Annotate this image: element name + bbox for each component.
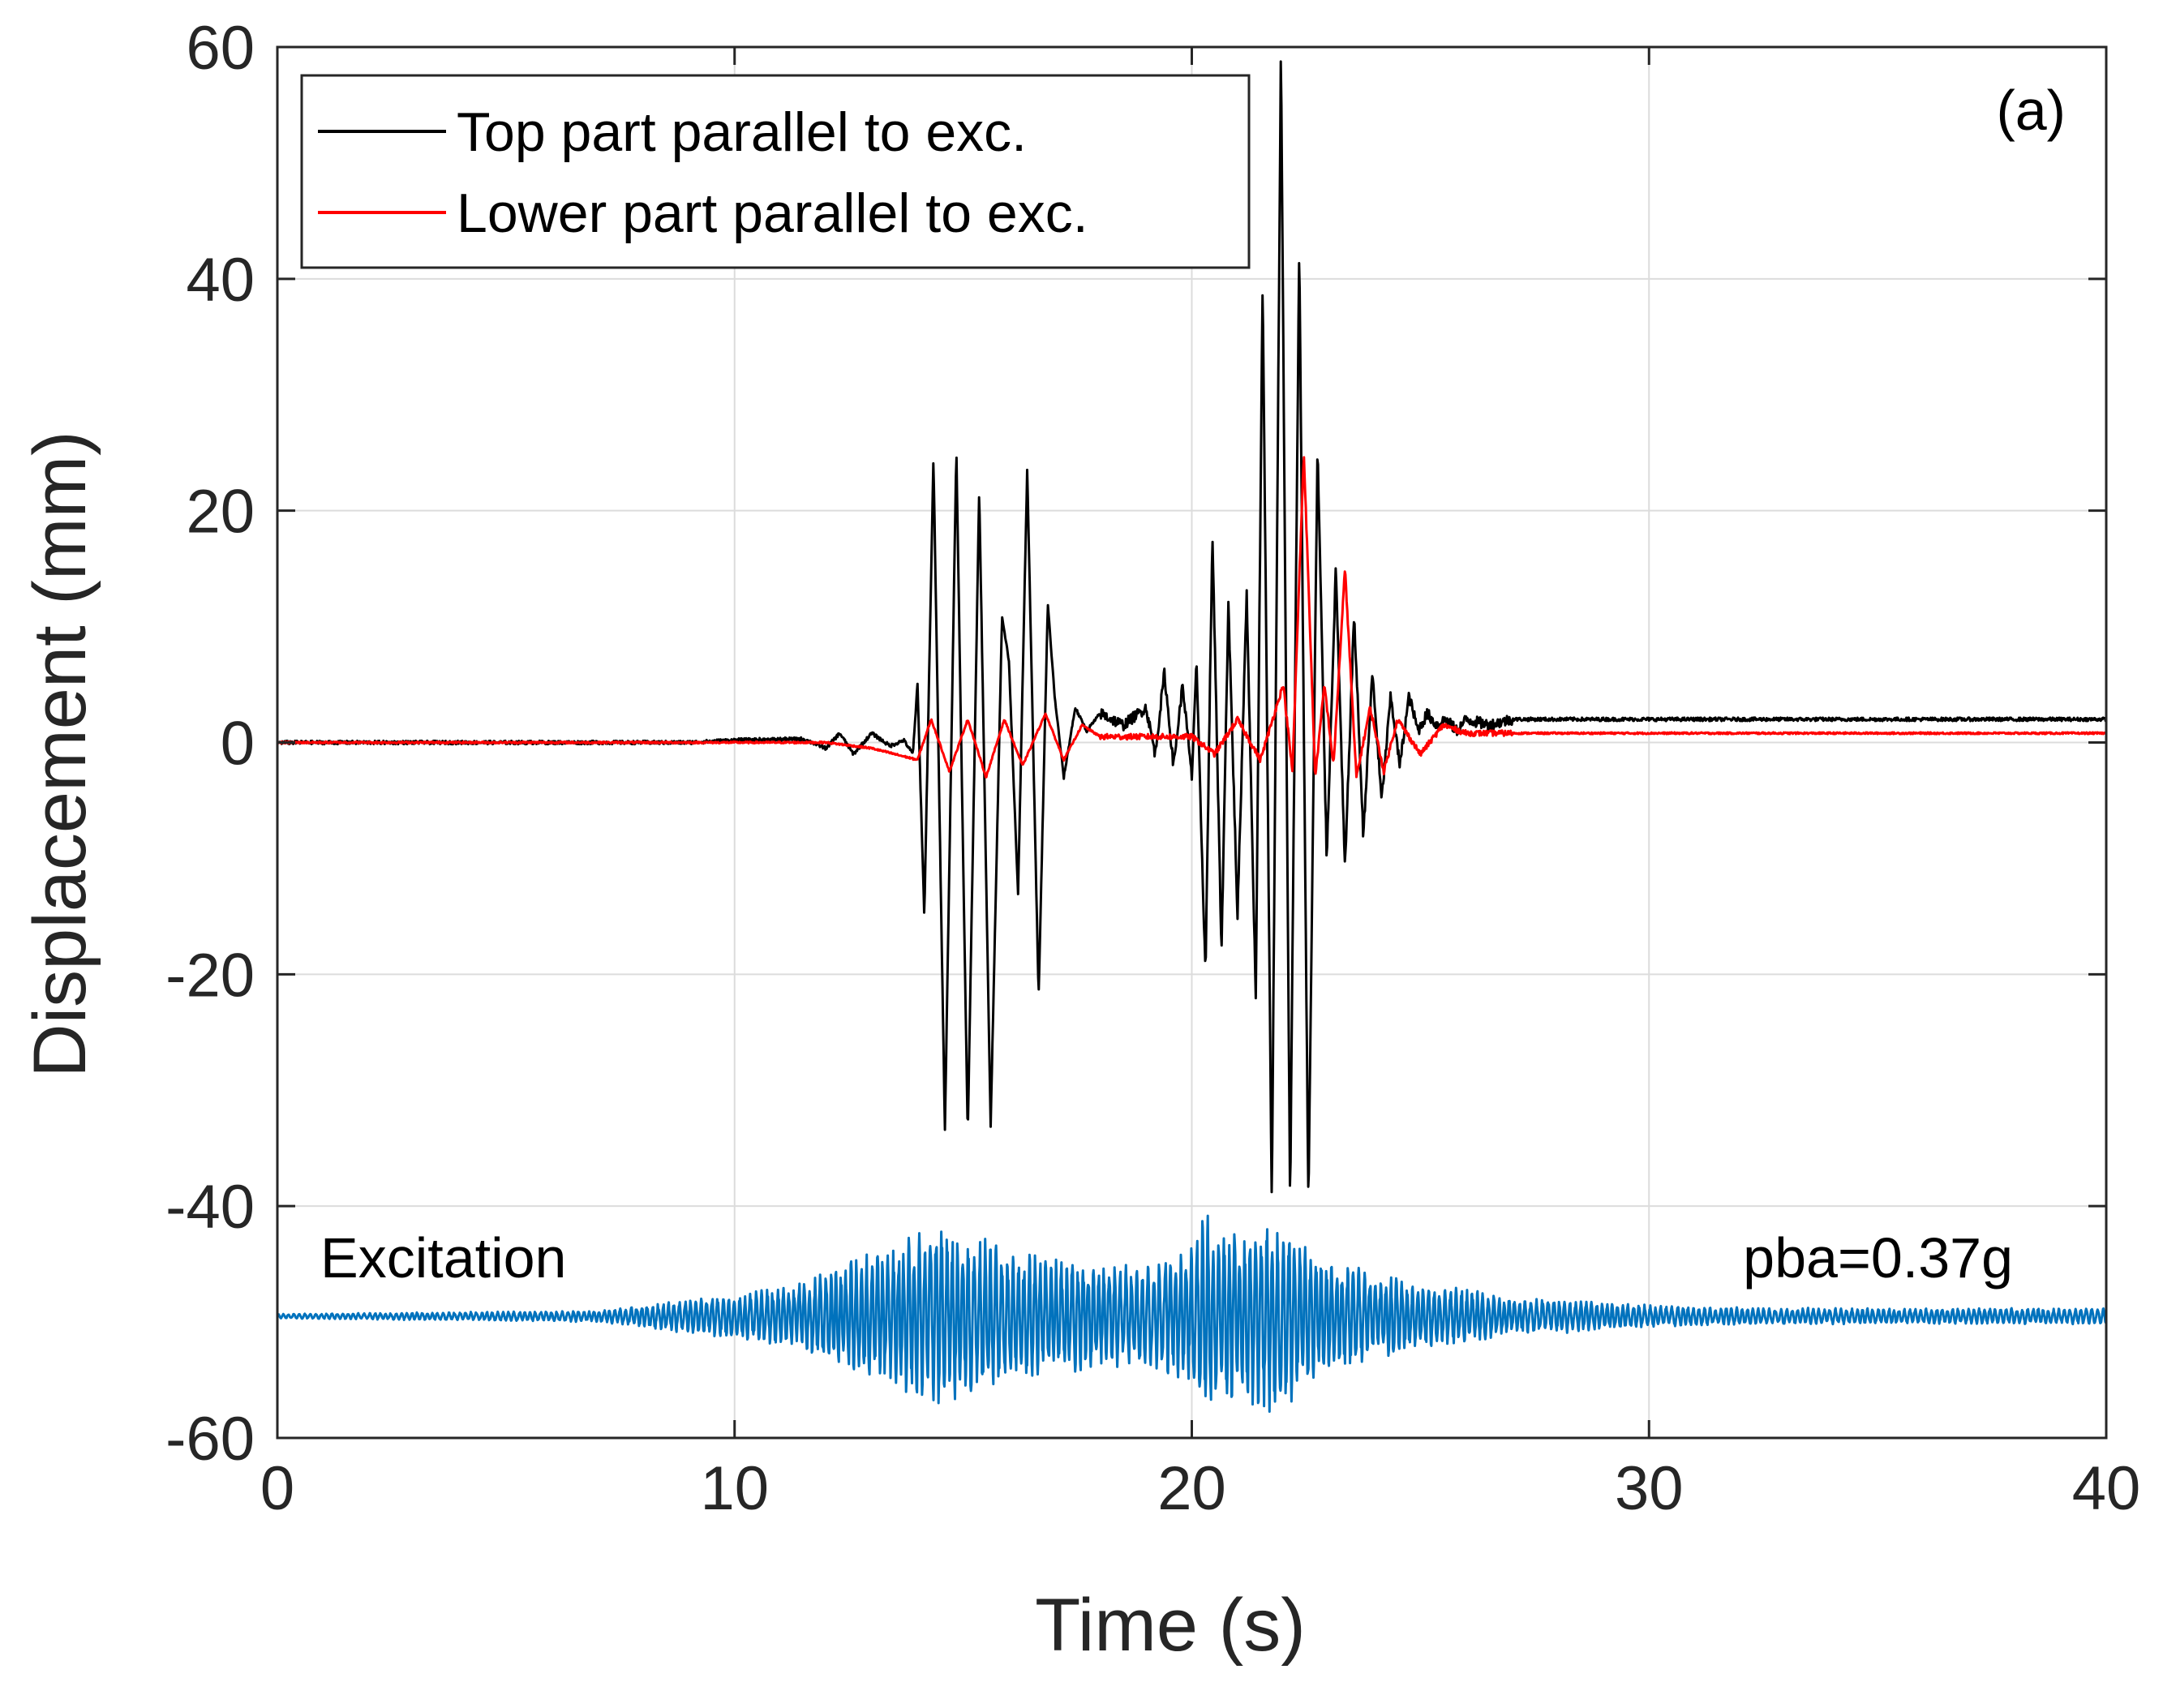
x-tick-label: 30 [1615, 1454, 1684, 1523]
grid-lines [277, 47, 2106, 1438]
axis-ticks: 0 10 20 30 40 -60 -40 -20 0 20 40 60 [165, 14, 2140, 1523]
series-line-excitation [276, 1214, 2108, 1413]
x-tick-label: 20 [1157, 1454, 1226, 1523]
legend-box [300, 74, 1251, 269]
excitation-label: Excitation [320, 1226, 566, 1290]
y-tick-label: -40 [165, 1173, 255, 1242]
x-tick-label: 40 [2072, 1454, 2141, 1523]
x-axis-title: Time (s) [1035, 1584, 1306, 1667]
panel-label: (a) [1996, 79, 2066, 142]
y-tick-label: 40 [186, 246, 255, 315]
legend-label-lower-part: Lower part parallel to exc. [457, 182, 1088, 244]
legend: Top part parallel to exc. Lower part par… [300, 74, 1251, 269]
y-axis-title: Displacement (mm) [19, 431, 101, 1077]
y-tick-label: -20 [165, 941, 255, 1010]
y-tick-label: 60 [186, 14, 255, 83]
y-tick-label: 20 [186, 478, 255, 547]
series-line-lower-part [277, 456, 2108, 779]
series-layer [276, 60, 2108, 1413]
pba-label: pba=0.37g [1743, 1226, 2013, 1290]
x-tick-label: 0 [260, 1454, 294, 1523]
y-tick-label: 0 [221, 710, 255, 779]
x-tick-label: 10 [700, 1454, 769, 1523]
legend-label-top-part: Top part parallel to exc. [457, 101, 1027, 163]
y-tick-label: -60 [165, 1405, 255, 1474]
